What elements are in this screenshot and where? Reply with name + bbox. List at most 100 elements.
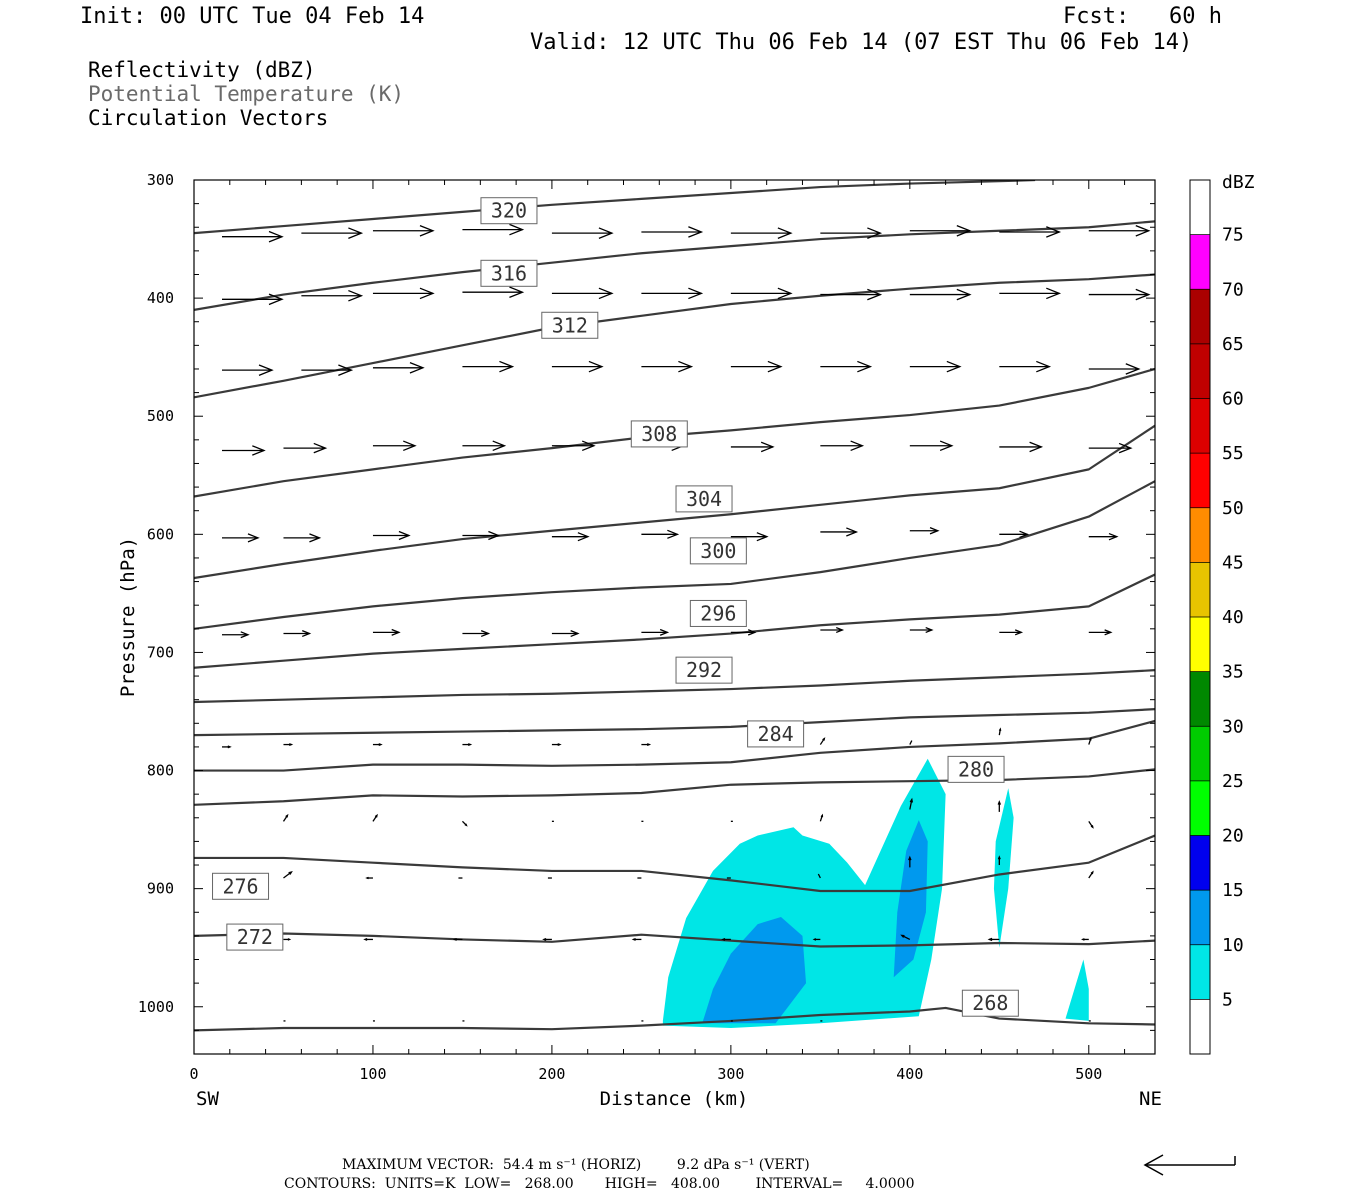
y-tick-label: 800 [147, 762, 174, 780]
colorbar: 5 10 15 20 25 30 35 40 45 50 55 60 65 70 75 [1189, 179, 1244, 1055]
circulation-vector [641, 287, 704, 300]
circulation-vector [909, 360, 962, 373]
theta-contour-320 [194, 180, 1036, 235]
circulation-vector [462, 286, 525, 298]
theta-contour-296 [194, 573, 1155, 669]
circulation-vector [730, 629, 757, 636]
y-tick-label: 700 [147, 643, 174, 661]
reflectivity-area-5dbz [1065, 959, 1089, 1021]
colorbar-frame [1189, 179, 1211, 1055]
circulation-vector [372, 743, 383, 747]
circulation-vector [1088, 288, 1151, 301]
circulation-vector [998, 727, 1002, 736]
circulation-vector [462, 530, 501, 541]
circulation-vector [820, 288, 883, 301]
circulation-vector [551, 227, 614, 239]
circulation-vector [641, 226, 704, 238]
theta-contour-300 [194, 480, 1155, 630]
x-tick-label: 0 [189, 1065, 198, 1083]
circulation-vector [301, 289, 364, 302]
svg-text:312: 312 [552, 313, 588, 337]
colorbar-label: 60 [1222, 389, 1244, 410]
circulation-vector [222, 631, 250, 639]
circulation-vector [461, 820, 468, 827]
colorbar-label: 5 [1222, 989, 1233, 1010]
contour-label-308: 308 [630, 420, 688, 448]
circulation-vector [730, 360, 783, 373]
theta-contour-280 [194, 768, 1155, 806]
circulation-vector [222, 293, 284, 306]
circulation-vector [909, 224, 972, 237]
circulation-vector [1081, 938, 1089, 941]
y-tick-label: 500 [147, 407, 174, 425]
colorbar-cell-5 [1190, 944, 1210, 1000]
colorbar-cell-70 [1190, 234, 1210, 290]
circulation-vector [283, 533, 322, 543]
colorbar-unit: dBZ [1222, 172, 1255, 193]
circulation-vector [372, 361, 425, 374]
contour-label-296: 296 [689, 599, 747, 627]
circulation-vector [817, 873, 821, 879]
colorbar-label: 70 [1222, 279, 1244, 300]
circulation-vector [987, 937, 1000, 942]
circulation-vector [909, 527, 940, 535]
circulation-vector [462, 743, 473, 747]
colorbar-cell-10 [1190, 890, 1210, 945]
circulation-vector [1088, 532, 1119, 541]
colorbar-cell-40 [1190, 562, 1210, 617]
colorbar-cell-below [1190, 999, 1210, 1054]
circulation-vector [222, 364, 274, 376]
colorbar-cell-55 [1190, 398, 1210, 454]
colorbar-cell-25 [1190, 726, 1210, 781]
circulation-vector [997, 800, 1002, 812]
circulation-vector [641, 360, 694, 373]
x-tick-label: 300 [717, 1065, 744, 1083]
field-reflectivity: Reflectivity (dBZ) [88, 58, 316, 82]
circulation-vector [462, 630, 491, 638]
field-vectors: Circulation Vectors [88, 106, 329, 130]
circulation-vector [812, 938, 821, 941]
circulation-vector [730, 532, 769, 542]
theta-contour-316 [194, 220, 1155, 312]
svg-text:268: 268 [972, 991, 1008, 1015]
svg-text:300: 300 [700, 539, 736, 563]
circulation-vector [820, 440, 865, 452]
reference-vector [1143, 1154, 1236, 1176]
circulation-vector [641, 529, 680, 539]
y-tick-label: 1000 [138, 998, 174, 1016]
colorbar-label: 15 [1222, 880, 1244, 901]
theta-contour-304 [194, 424, 1155, 580]
reflectivity-area-10dbz [893, 820, 928, 978]
circulation-vector [999, 441, 1044, 453]
svg-text:276: 276 [222, 874, 258, 898]
field-theta: Potential Temperature (K) [88, 82, 405, 106]
y-tick-label: 600 [147, 525, 174, 543]
circulation-vector [365, 876, 373, 880]
theta-contour-312 [194, 273, 1155, 399]
circulation-vector [909, 440, 954, 452]
theta-contour-272 [194, 932, 1155, 948]
svg-text:308: 308 [641, 422, 677, 446]
circulation-vector [551, 532, 590, 542]
circulation-vector [372, 440, 417, 452]
circulation-vector [551, 630, 580, 638]
contour-label-268: 268 [961, 989, 1019, 1017]
circulation-vector [1088, 224, 1151, 237]
forecast-hour: Fcst: 60 h [1063, 4, 1222, 29]
contour-label-280: 280 [947, 755, 1005, 783]
circulation-vector [551, 440, 596, 452]
circulation-vector [730, 441, 775, 453]
contour-info: CONTOURS: UNITS=K LOW= 268.00 HIGH= 408.… [284, 1176, 915, 1192]
contour-label-300: 300 [689, 537, 747, 565]
colorbar-cell-65 [1190, 289, 1210, 344]
colorbar-label: 20 [1222, 826, 1244, 847]
circulation-vector [908, 855, 912, 868]
colorbar-cell-30 [1190, 671, 1210, 727]
svg-text:272: 272 [237, 925, 273, 949]
circulation-vector [641, 743, 652, 747]
axes: 0 100 200 300 400 500 300 400 500 600 700 800 900 100… [138, 171, 1155, 1083]
colorbar-label: 35 [1222, 662, 1244, 683]
circulation-vector [462, 440, 507, 452]
circulation-vector [999, 287, 1062, 300]
reflectivity-area-5dbz [993, 788, 1014, 948]
